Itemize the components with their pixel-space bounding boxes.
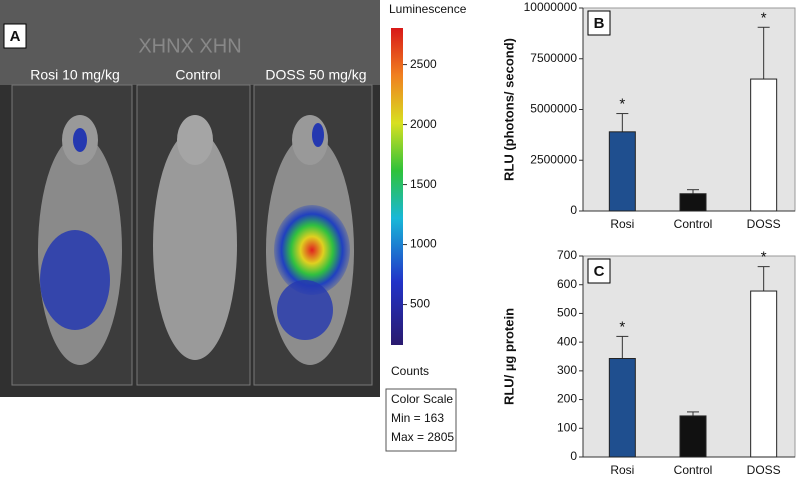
y-tick-label: 400 (557, 334, 577, 348)
x-tick-label: Control (674, 463, 713, 477)
photo: A XHNX XHN Rosi 10 mg/kg Control DOSS 50… (0, 0, 380, 397)
colorbar-tick-label: 2500 (410, 57, 437, 71)
colorbar-ticks: 500 1000 1500 2000 2500 (403, 57, 437, 311)
y-tick-label: 0 (570, 203, 577, 217)
plate-text: XHNX XHN (138, 35, 241, 57)
y-tick-label: 200 (557, 392, 577, 406)
y-axis-label: RLU (photons/ second) (501, 38, 516, 181)
colorbar-title: Luminescence (389, 2, 467, 16)
y-tick-label: 100 (557, 420, 577, 434)
colorbar-tick-label: 1000 (410, 237, 437, 251)
colorbar (391, 28, 403, 345)
bar (679, 415, 707, 458)
panel-label: A (10, 28, 21, 45)
y-tick-label: 2500000 (530, 152, 577, 166)
bar (608, 131, 636, 212)
y-axis-label: RLU/ µg protein (501, 308, 516, 405)
panel-label: C (594, 263, 605, 280)
panel-label: B (594, 15, 605, 32)
y-tick-label: 300 (557, 363, 577, 377)
group-label: Rosi 10 mg/kg (30, 67, 119, 83)
bar (750, 78, 778, 212)
y-tick-label: 600 (557, 277, 577, 291)
significance: * (761, 9, 767, 26)
bar (608, 358, 636, 458)
x-tick-label: DOSS (747, 463, 781, 477)
y-tick-label: 7500000 (530, 51, 577, 65)
significance: * (619, 318, 625, 335)
colorbar-tick-label: 1500 (410, 177, 437, 191)
scale-min: Min = 163 (391, 411, 444, 425)
colorbar-tick-label: 500 (410, 297, 430, 311)
x-tick-label: Rosi (610, 217, 634, 231)
panel-label-box (587, 258, 611, 284)
significance: * (619, 96, 625, 113)
y-tick-label: 0 (570, 449, 577, 463)
significance: * (761, 249, 767, 266)
y-tick-label: 10000000 (524, 0, 578, 14)
scale-box (385, 388, 457, 452)
colorbar-unit: Counts (391, 364, 429, 378)
group-label: Control (175, 67, 220, 83)
panel-label-box (587, 10, 611, 36)
scale-title: Color Scale (391, 392, 453, 406)
x-tick-label: Control (674, 217, 713, 231)
x-tick-label: DOSS (747, 217, 781, 231)
bar (679, 193, 707, 212)
y-tick-label: 700 (557, 248, 577, 262)
y-tick-label: 5000000 (530, 102, 577, 116)
group-label: DOSS 50 mg/kg (265, 67, 366, 83)
x-tick-label: Rosi (610, 463, 634, 477)
bar (750, 290, 778, 458)
colorbar-tick-label: 2000 (410, 117, 437, 131)
scale-max: Max = 2805 (391, 430, 454, 444)
y-tick-label: 500 (557, 306, 577, 320)
